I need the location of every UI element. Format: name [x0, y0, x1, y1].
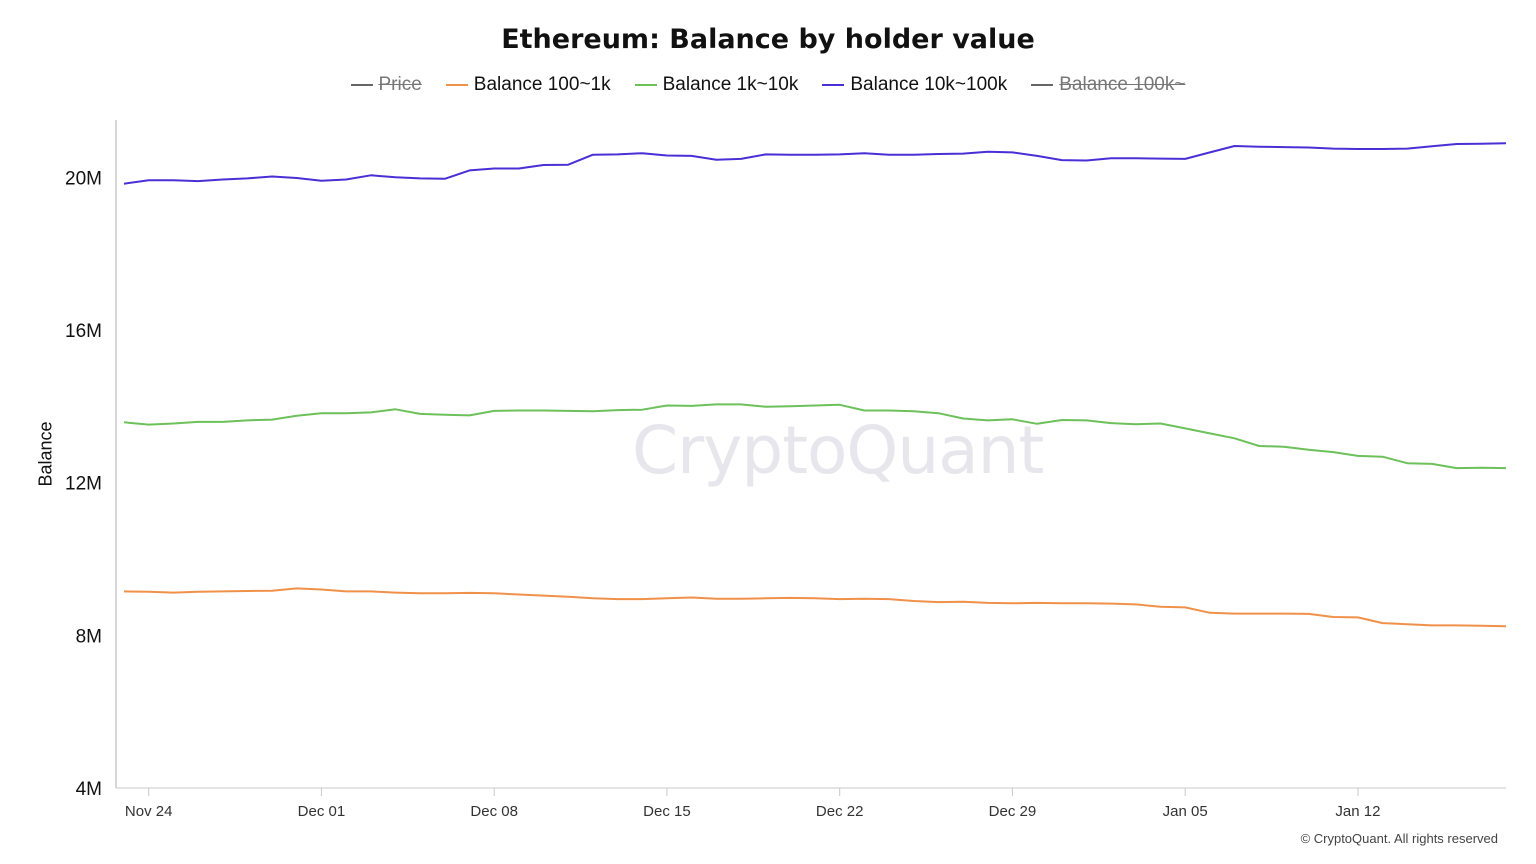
legend-swatch: [445, 84, 468, 86]
legend-label: Balance 1k~10k: [662, 74, 799, 95]
x-tick-label: Dec 08: [470, 803, 518, 820]
x-tick-label: Dec 29: [989, 803, 1037, 820]
copyright-notice: © CryptoQuant. All rights reserved: [1300, 831, 1498, 846]
y-axis-label: Balance: [35, 421, 56, 487]
legend-label: Balance 10k~100k: [850, 74, 1008, 95]
legend-swatch: [1031, 84, 1054, 86]
legend-item[interactable]: Balance 1k~10k: [634, 74, 799, 96]
x-tick-label: Jan 12: [1335, 803, 1380, 820]
x-tick-label: Dec 15: [643, 803, 691, 820]
y-tick-label: 16M: [65, 321, 102, 342]
legend-swatch: [634, 84, 657, 86]
legend-label: Price: [378, 74, 422, 95]
x-tick-label: Nov 24: [125, 803, 173, 820]
series-line-balance-100-1k[interactable]: [123, 587, 1507, 628]
legend-item[interactable]: Balance 100k~: [1031, 74, 1185, 96]
legend-item[interactable]: Balance 10k~100k: [822, 74, 1007, 96]
legend-item[interactable]: Balance 100~1k: [445, 74, 611, 96]
legend-label: Balance 100k~: [1059, 74, 1186, 95]
y-ticks: 4M 8M 12M 16M 20M: [65, 168, 102, 800]
y-tick-label: 12M: [65, 474, 102, 495]
legend-label: Balance 100~1k: [473, 74, 611, 95]
y-tick-label: 4M: [76, 779, 102, 800]
legend-swatch: [822, 84, 845, 86]
y-tick-label: 8M: [76, 626, 102, 647]
x-tick-label: Dec 22: [816, 803, 864, 820]
chart-title: Ethereum: Balance by holder value: [501, 24, 1035, 55]
x-tick-label: Jan 05: [1163, 803, 1208, 820]
legend-swatch: [350, 84, 373, 86]
x-ticks: Nov 24 Dec 01 Dec 08 Dec 15 Dec 22 Dec 29 Jan …: [125, 788, 1380, 820]
y-tick-label: 20M: [65, 168, 102, 189]
series-lines: [123, 142, 1507, 628]
series-line-balance-1k-10k[interactable]: [123, 403, 1507, 470]
watermark: CryptoQuant: [632, 412, 1044, 489]
series-line-balance-10k-100k[interactable]: [123, 142, 1507, 185]
legend: Price Balance 100~1k Balance 1k~10k Balance…: [0, 74, 1536, 96]
legend-item[interactable]: Price: [350, 74, 422, 96]
x-tick-label: Dec 01: [298, 803, 346, 820]
